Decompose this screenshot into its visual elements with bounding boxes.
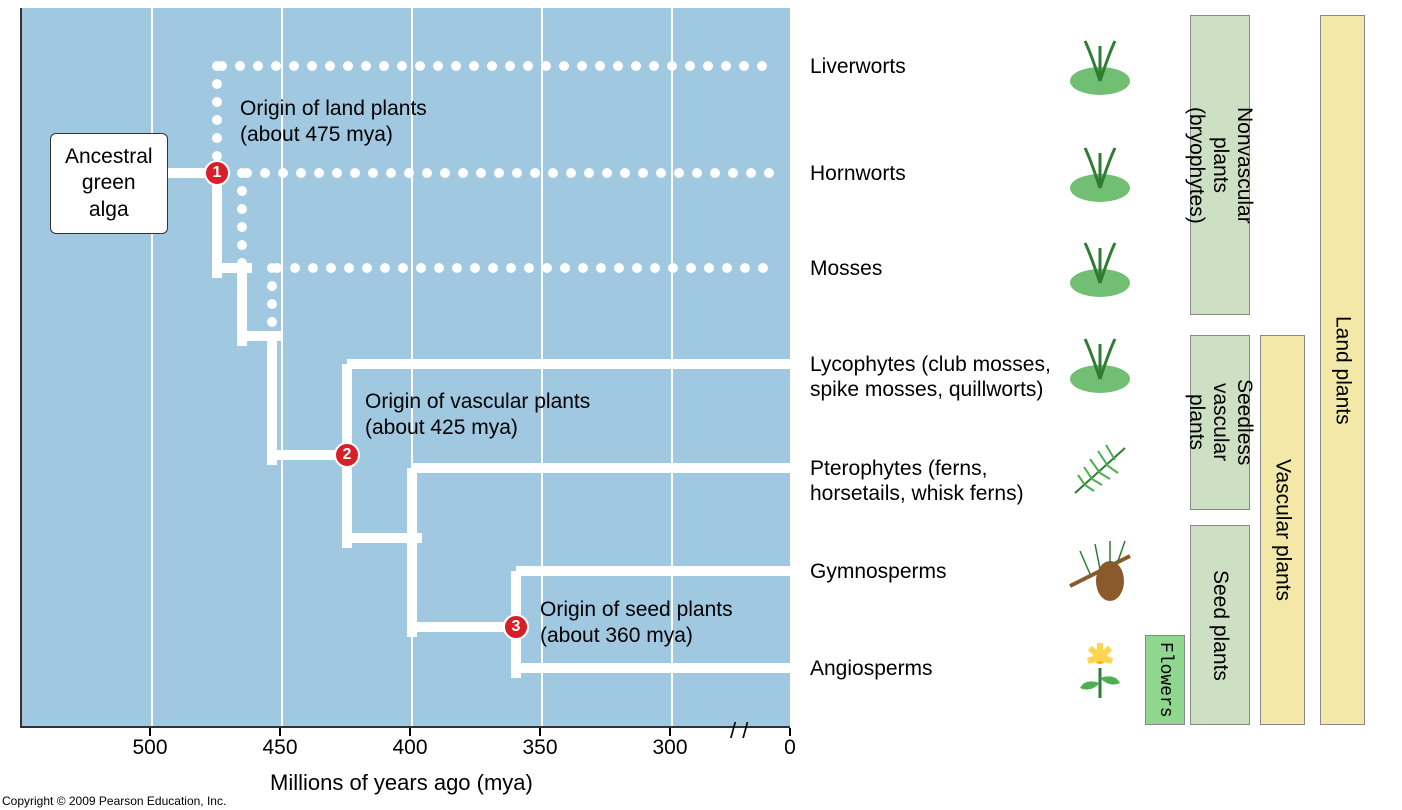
tip-label-pterophytes: Pterophytes (ferns,horsetails, whisk fer… bbox=[810, 456, 1024, 506]
tick-label: 300 bbox=[652, 736, 687, 760]
event-marker-3: 3 bbox=[503, 614, 529, 640]
bracket-land_plants: Land plants bbox=[1320, 15, 1365, 725]
tick-label: 400 bbox=[392, 736, 427, 760]
tick-label: 500 bbox=[132, 736, 167, 760]
event-label-3: Origin of seed plants(about 360 mya) bbox=[540, 597, 733, 650]
bracket-nonvascular: Nonvascularplants(bryophytes) bbox=[1190, 15, 1250, 315]
gridline bbox=[151, 8, 153, 726]
tip-label-angiosperms: Angiosperms bbox=[810, 656, 933, 681]
mosses-icon bbox=[1060, 233, 1140, 303]
event-label-1: Origin of land plants(about 475 mya) bbox=[240, 96, 427, 149]
tip-label-gymnosperms: Gymnosperms bbox=[810, 559, 947, 584]
tip-label-lycophytes: Lycophytes (club mosses,spike mosses, qu… bbox=[810, 352, 1051, 402]
pterophytes-icon bbox=[1060, 433, 1140, 503]
event-marker-1: 1 bbox=[204, 160, 230, 186]
bracket-flowers: Flowers bbox=[1145, 635, 1185, 725]
event-marker-2: 2 bbox=[334, 442, 360, 468]
gymnosperms-icon bbox=[1060, 536, 1140, 606]
tick-label: 350 bbox=[522, 736, 557, 760]
tip-label-hornworts: Hornworts bbox=[810, 161, 906, 186]
tick-label: 450 bbox=[262, 736, 297, 760]
x-axis-title: Millions of years ago (mya) bbox=[270, 770, 533, 796]
tip-label-liverworts: Liverworts bbox=[810, 54, 906, 79]
hornworts-icon bbox=[1060, 138, 1140, 208]
bracket-vascular: Vascular plants bbox=[1260, 335, 1305, 725]
bracket-seedless_vasc: Seedlessvascularplants bbox=[1190, 335, 1250, 510]
ancestor-box: Ancestralgreenalga bbox=[50, 133, 168, 234]
axis-break: / / bbox=[730, 718, 748, 744]
lycophytes-icon bbox=[1060, 329, 1140, 399]
copyright-text: Copyright © 2009 Pearson Education, Inc. bbox=[2, 794, 226, 808]
bracket-seed_plants: Seed plants bbox=[1190, 525, 1250, 725]
angiosperms-icon bbox=[1060, 633, 1140, 703]
event-label-2: Origin of vascular plants(about 425 mya) bbox=[365, 389, 590, 442]
tick-label: 0 bbox=[784, 736, 796, 760]
tip-label-mosses: Mosses bbox=[810, 256, 882, 281]
liverworts-icon bbox=[1060, 31, 1140, 101]
